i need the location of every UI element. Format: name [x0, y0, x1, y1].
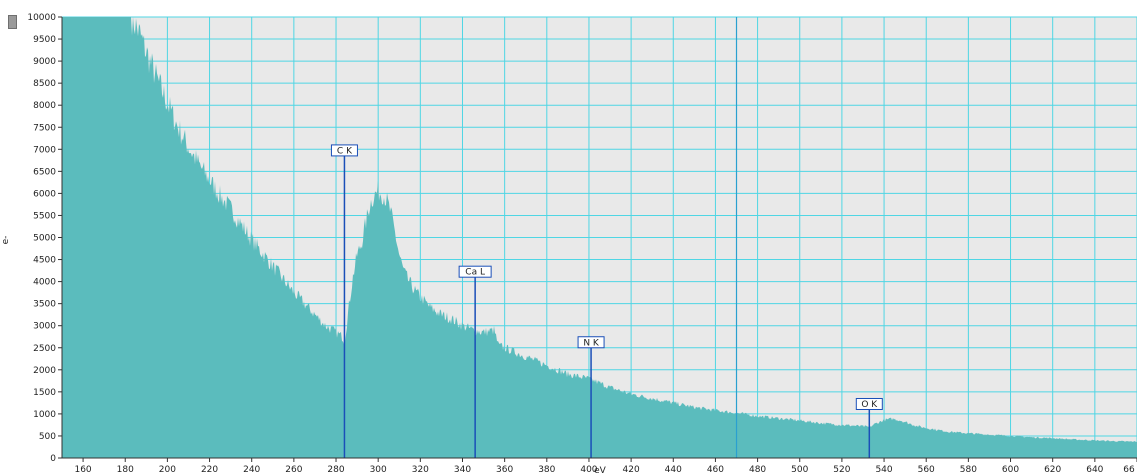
x-tick-label: 620 [1044, 465, 1061, 475]
y-tick-label: 9500 [33, 35, 56, 45]
x-tick-label: 540 [875, 465, 892, 475]
x-tick-label: 220 [201, 465, 218, 475]
peak-label: N K [583, 338, 600, 348]
y-tick-label: 6000 [33, 189, 56, 199]
x-tick-label: 340 [454, 465, 471, 475]
x-tick-label: 640 [1086, 465, 1103, 475]
peak-label: O K [861, 400, 878, 410]
peak-label: C K [337, 146, 353, 156]
x-tick-label: 560 [918, 465, 935, 475]
y-tick-label: 5000 [33, 234, 56, 244]
x-tick-label: 500 [791, 465, 808, 475]
x-tick-label: 400 [580, 465, 597, 475]
x-tick-label: 360 [496, 465, 513, 475]
y-tick-label: 2500 [33, 344, 56, 354]
y-tick-label: 3000 [33, 322, 56, 332]
y-tick-label: 6500 [33, 167, 56, 177]
y-tick-label: 4000 [33, 278, 56, 288]
x-tick-label: 160 [74, 465, 91, 475]
x-tick-label: 280 [327, 465, 344, 475]
y-tick-label: 3500 [33, 300, 56, 310]
x-tick-label: 460 [707, 465, 724, 475]
peak-label-box [458, 265, 492, 278]
y-tick-label: 1000 [33, 410, 56, 420]
y-tick-label: 7500 [33, 123, 56, 133]
x-tick-label: 520 [833, 465, 850, 475]
y-axis-label: e- [1, 236, 11, 245]
x-tick-label: 440 [665, 465, 682, 475]
y-tick-label: 9000 [33, 57, 56, 67]
x-tick-label: 300 [370, 465, 387, 475]
y-tick-label: 4500 [33, 256, 56, 266]
x-tick-label: 180 [117, 465, 134, 475]
x-tick-label: 600 [1002, 465, 1019, 475]
x-axis-label: eV [594, 466, 607, 475]
y-tick-label: 2000 [33, 366, 56, 376]
peak-label-box [855, 397, 883, 410]
x-tick-label: 580 [960, 465, 977, 475]
x-tick-label: 200 [159, 465, 176, 475]
x-tick-label: 320 [412, 465, 429, 475]
spectrum-area [62, 17, 1137, 458]
y-tick-label: 500 [39, 432, 56, 442]
y-tick-label: 8000 [33, 101, 56, 111]
x-tick-label: 66 [1123, 465, 1135, 475]
peak-label-box [577, 336, 605, 349]
x-tick-label: 260 [285, 465, 302, 475]
y-tick-label: 0 [50, 454, 56, 464]
drag-handle-icon[interactable] [8, 15, 17, 29]
x-tick-label: 240 [243, 465, 260, 475]
peak-label: Ca L [465, 268, 485, 278]
axes: 0 500 1000 1500 2000 2500 3000 3500 4000 4500 5000… [27, 13, 1137, 475]
y-tick-label: 7000 [33, 145, 56, 155]
spectrum-fill [62, 17, 1137, 458]
x-tick-label: 480 [749, 465, 766, 475]
peak-label-box [330, 144, 358, 157]
x-tick-label: 380 [538, 465, 555, 475]
y-tick-label: 1500 [33, 388, 56, 398]
y-tick-label: 8500 [33, 79, 56, 89]
x-tick-label: 420 [623, 465, 640, 475]
y-tick-label: 10000 [27, 13, 56, 23]
y-tick-label: 5500 [33, 211, 56, 221]
peak-markers[interactable]: C K Ca L N K O K [330, 144, 883, 458]
